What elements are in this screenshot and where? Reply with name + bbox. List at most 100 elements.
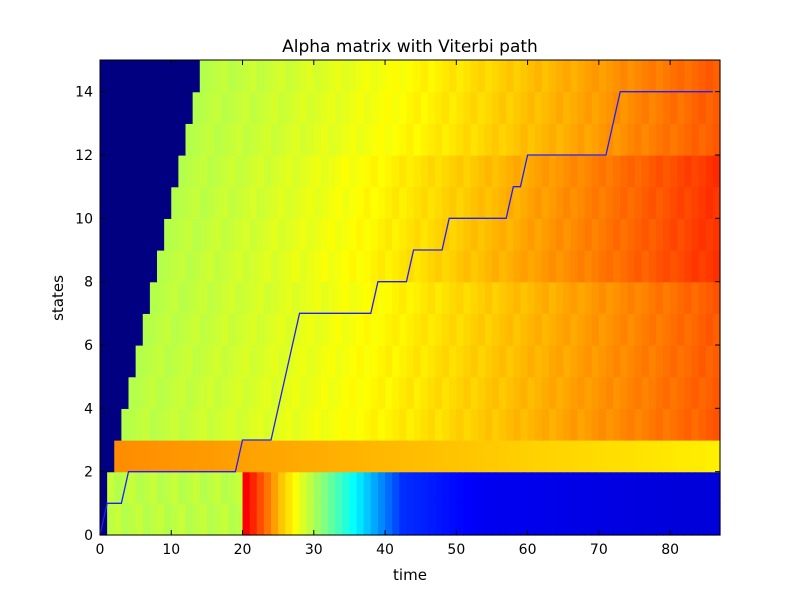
heatmap-cell	[570, 281, 579, 314]
heatmap-cell	[548, 408, 557, 441]
heatmap-cell	[556, 281, 564, 314]
heatmap-cell	[335, 123, 343, 156]
heatmap-cell	[114, 376, 122, 409]
heatmap-cell	[356, 345, 365, 378]
heatmap-cell	[456, 408, 465, 441]
heatmap-cell	[491, 345, 500, 378]
heatmap-cell	[342, 313, 351, 346]
heatmap-cell	[328, 155, 336, 188]
heatmap-cell	[705, 440, 714, 473]
heatmap-cell	[228, 376, 237, 409]
heatmap-cell	[164, 250, 172, 283]
heatmap-cell	[413, 313, 422, 346]
heatmap-cell	[506, 471, 514, 504]
heatmap-cell	[370, 345, 379, 378]
heatmap-cell	[263, 123, 272, 156]
heatmap-cell	[228, 345, 237, 378]
heatmap-cell	[299, 281, 308, 314]
heatmap-cell	[185, 503, 194, 536]
heatmap-cell	[470, 186, 479, 219]
heatmap-cell	[228, 440, 237, 473]
heatmap-cell	[613, 250, 621, 283]
heatmap-cell	[263, 250, 272, 283]
heatmap-cell	[185, 60, 194, 93]
heatmap-cell	[541, 218, 550, 251]
heatmap-cell	[128, 376, 137, 409]
heatmap-cell	[491, 376, 500, 409]
heatmap-cell	[206, 218, 215, 251]
heatmap-cell	[292, 281, 301, 314]
heatmap-cell	[563, 345, 571, 378]
heatmap-cell	[399, 376, 408, 409]
heatmap-cell	[242, 313, 251, 346]
heatmap-cell	[570, 376, 579, 409]
heatmap-cell	[178, 313, 187, 346]
heatmap-cell	[563, 471, 571, 504]
heatmap-cell	[164, 471, 172, 504]
heatmap-cell	[185, 313, 194, 346]
heatmap-cell	[178, 218, 187, 251]
heatmap-cell	[278, 408, 286, 441]
heatmap-cell	[670, 471, 678, 504]
heatmap-cell	[214, 408, 222, 441]
heatmap-cell	[620, 471, 628, 504]
heatmap-cell	[620, 440, 628, 473]
heatmap-cell	[328, 313, 336, 346]
heatmap-cell	[299, 440, 308, 473]
heatmap-cell	[206, 250, 215, 283]
heatmap-cell	[620, 313, 628, 346]
heatmap-cell	[655, 60, 664, 93]
heatmap-cell	[356, 503, 365, 536]
heatmap-cell	[570, 60, 579, 93]
heatmap-cell	[477, 313, 486, 346]
heatmap-cell	[135, 313, 144, 346]
heatmap-cell	[691, 471, 700, 504]
heatmap-cell	[427, 503, 436, 536]
heatmap-cell	[363, 408, 372, 441]
heatmap-cell	[627, 345, 636, 378]
heatmap-cell	[513, 186, 522, 219]
heatmap-cell	[306, 218, 315, 251]
heatmap-cell	[185, 218, 194, 251]
heatmap-cell	[548, 503, 557, 536]
heatmap-cell	[377, 60, 386, 93]
heatmap-cell	[214, 218, 222, 251]
heatmap-cell	[598, 281, 607, 314]
heatmap-cell	[691, 440, 700, 473]
heatmap-cell	[684, 408, 693, 441]
heatmap-cell	[584, 376, 593, 409]
heatmap-cell	[677, 345, 685, 378]
heatmap-cell	[235, 281, 244, 314]
heatmap-cell	[306, 408, 315, 441]
heatmap-cell	[385, 155, 393, 188]
heatmap-cell	[221, 408, 229, 441]
heatmap-cell	[399, 250, 408, 283]
heatmap-cell	[563, 440, 571, 473]
heatmap-cell	[178, 376, 187, 409]
heatmap-cell	[285, 250, 294, 283]
heatmap-cell	[263, 60, 272, 93]
heatmap-cell	[121, 345, 130, 378]
heatmap-cell	[484, 186, 493, 219]
heatmap-cell	[484, 123, 493, 156]
heatmap-cell	[377, 218, 386, 251]
heatmap-cell	[641, 123, 650, 156]
y-tick-label: 12	[75, 148, 93, 164]
heatmap-cell	[370, 123, 379, 156]
heatmap-cell	[192, 60, 201, 93]
heatmap-cell	[256, 408, 265, 441]
heatmap-cell	[114, 250, 122, 283]
heatmap-cell	[470, 91, 479, 124]
heatmap-cell	[677, 60, 685, 93]
heatmap-cell	[520, 471, 529, 504]
heatmap-cell	[406, 313, 415, 346]
heatmap-cell	[648, 91, 657, 124]
heatmap-cell	[434, 503, 443, 536]
heatmap-cell	[221, 471, 229, 504]
heatmap-cell	[506, 313, 514, 346]
heatmap-cell	[456, 313, 465, 346]
heatmap-cell	[627, 471, 636, 504]
heatmap-cell	[392, 60, 400, 93]
heatmap-cell	[449, 376, 457, 409]
heatmap-cell	[570, 91, 579, 124]
